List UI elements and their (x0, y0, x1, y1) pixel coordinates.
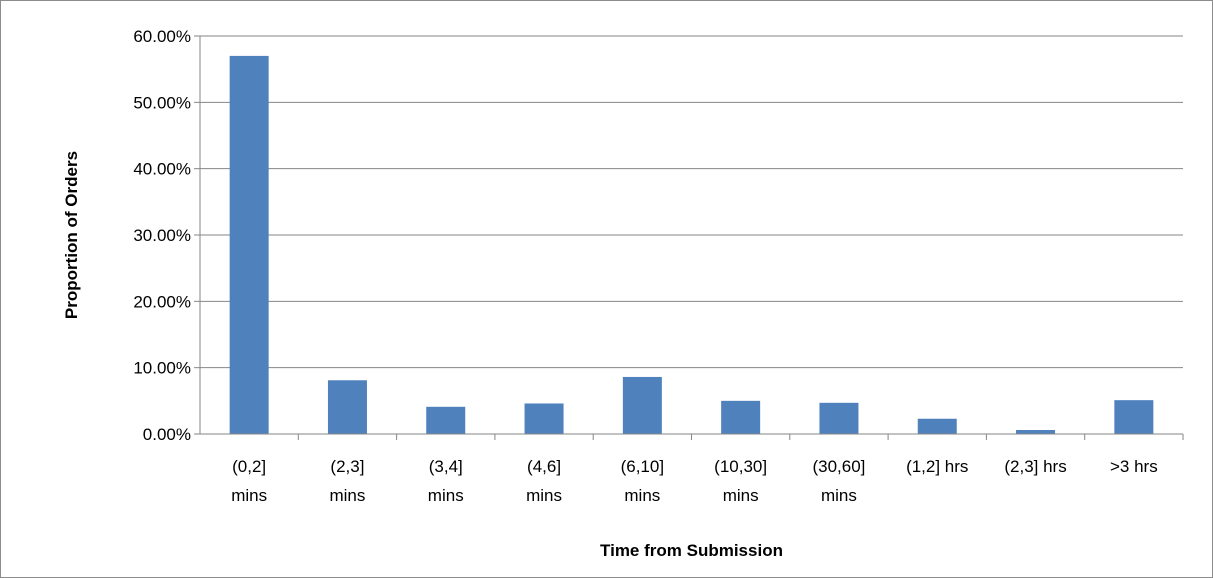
y-tick-label: 50.00% (133, 93, 191, 112)
bar (426, 406, 466, 434)
bar (327, 380, 367, 434)
x-tick-label: (2,3] hrs (1004, 457, 1066, 476)
y-tick-label: 20.00% (133, 292, 191, 311)
x-tick-labels: (0,2] mins (2,3] mins (3,4] mins (4,6] mins (6,1… (231, 457, 1158, 505)
x-tick-label: mins (821, 486, 857, 505)
x-tick-label: (3,4] (429, 457, 463, 476)
bar (622, 376, 662, 434)
bar (819, 402, 859, 434)
y-tick-label: 60.00% (133, 27, 191, 46)
y-tick-label: 10.00% (133, 359, 191, 378)
bar (917, 418, 957, 434)
x-tick-label: mins (526, 486, 562, 505)
bar (721, 400, 761, 434)
gridlines (194, 35, 1183, 435)
y-tick-label: 30.00% (133, 226, 191, 245)
axes (199, 36, 1183, 435)
bar (524, 403, 564, 434)
bar (229, 55, 269, 435)
x-tick-label: mins (231, 486, 267, 505)
y-tick-label: 40.00% (133, 160, 191, 179)
x-tick-label: (10,30] (714, 457, 767, 476)
x-tick-label: (6,10] (621, 457, 664, 476)
bar (1114, 400, 1154, 434)
x-tick-label: >3 hrs (1110, 457, 1158, 476)
x-tick-label: mins (428, 486, 464, 505)
bars (229, 55, 1184, 440)
x-tick-label: (0,2] (232, 457, 266, 476)
x-tick-label: (2,3] (330, 457, 364, 476)
x-tick-label: mins (624, 486, 660, 505)
y-axis-title: Proportion of Orders (62, 151, 81, 319)
bar (1016, 430, 1056, 434)
x-axis-title: Time from Submission (600, 541, 783, 560)
x-tick-label: (1,2] hrs (906, 457, 968, 476)
x-tick-label: mins (329, 486, 365, 505)
y-tick-labels: 0.00% 10.00% 20.00% 30.00% 40.00% 50.00% 60.00… (133, 27, 191, 444)
x-tick-label: mins (723, 486, 759, 505)
y-tick-label: 0.00% (143, 425, 191, 444)
x-tick-label: (30,60] (812, 457, 865, 476)
x-tick-label: (4,6] (527, 457, 561, 476)
